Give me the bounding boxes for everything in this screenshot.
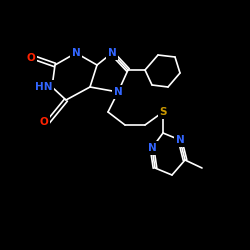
Text: O: O <box>26 53 35 63</box>
Text: N: N <box>72 48 80 58</box>
Text: N: N <box>148 143 156 153</box>
Text: S: S <box>159 107 167 117</box>
Text: N: N <box>114 87 122 97</box>
Text: HN: HN <box>34 82 52 92</box>
Text: N: N <box>176 135 184 145</box>
Text: N: N <box>108 48 116 58</box>
Text: O: O <box>39 117 48 127</box>
